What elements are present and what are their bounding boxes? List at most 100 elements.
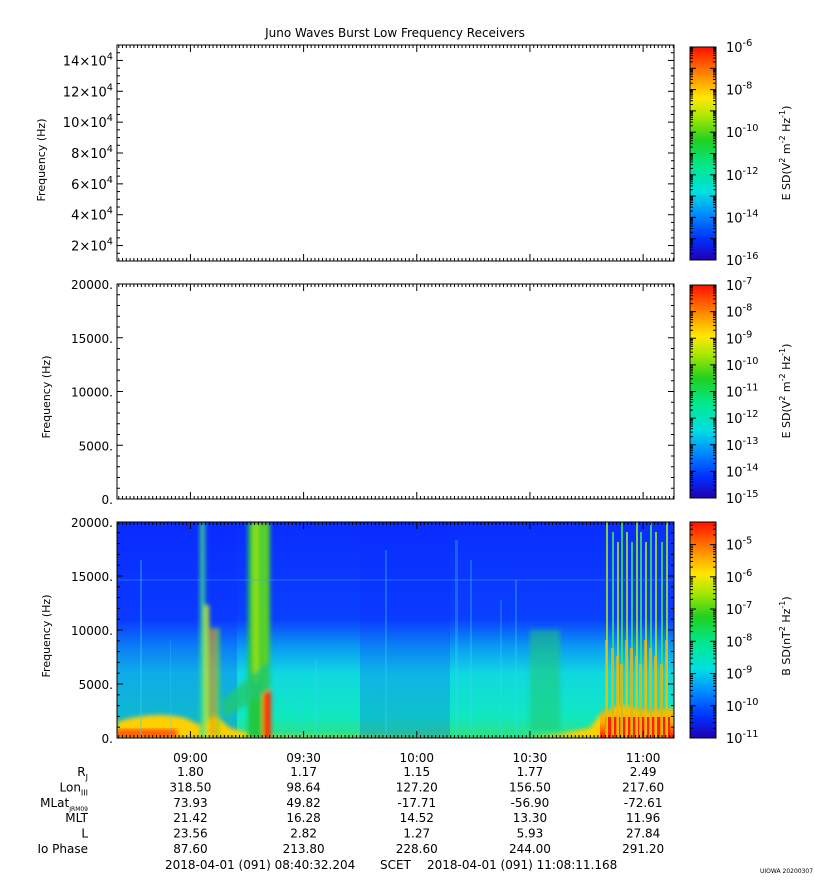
ephemeris-value: 1.77 <box>517 765 544 779</box>
x-tick-label: 11:00 <box>626 751 661 765</box>
spectral-streak <box>515 580 517 738</box>
colorbar-e-low-label: E SD(V2 m-2 Hz-1) <box>778 344 793 439</box>
ephemeris-value: -56.90 <box>511 796 550 810</box>
colorbar-tick-label: 10-16 <box>726 251 758 269</box>
panel-b-field-ylabel: Frequency (Hz) <box>40 595 53 678</box>
colorbar-tick-label: 10-14 <box>726 462 758 480</box>
emission-streak <box>630 648 633 738</box>
y-tick-label: 12×104 <box>63 82 113 100</box>
colorbar-b-field <box>690 522 716 738</box>
colorbar-tick-label: 10-8 <box>726 303 752 321</box>
ephemeris-label: Io Phase <box>37 842 88 856</box>
emission-streak <box>636 522 638 738</box>
emission-streak <box>640 532 642 738</box>
colorbar-tick-label: 10-8 <box>726 81 752 99</box>
panel-e-low-ylabel: Frequency (Hz) <box>40 356 53 439</box>
ephemeris-value: 2.82 <box>290 827 317 841</box>
y-tick-label: 10000. <box>71 624 113 638</box>
colorbar-frame <box>689 521 717 739</box>
footer-start-time: 2018-04-01 (091) 08:40:32.204 <box>165 858 355 872</box>
spectral-streak <box>500 600 502 738</box>
y-tick-label: 4×104 <box>71 206 113 224</box>
y-tick-label: 20000. <box>71 278 113 292</box>
ephemeris-value: 2.49 <box>630 765 657 779</box>
ephemeris-value: 291.20 <box>622 842 664 856</box>
footer-stamp: UIOWA 20200307 <box>760 868 813 875</box>
emission-streak <box>616 656 619 738</box>
emission-streak <box>660 664 663 738</box>
spectrogram-b-field <box>117 522 674 738</box>
ephemeris-value: 1.17 <box>290 765 317 779</box>
emission-streak <box>605 640 608 738</box>
y-tick-label: 0. <box>102 493 113 507</box>
ephemeris-value: 11.96 <box>626 811 660 825</box>
ephemeris-table: RJ 1.80 1.17 1.15 1.77 2.49 LonIII 318.50 98.64 1… <box>37 765 664 856</box>
x-tick-label: 09:00 <box>173 751 208 765</box>
emission-streak <box>611 648 614 738</box>
x-tick-label: 10:00 <box>399 751 434 765</box>
colorbar-e-high-label: E SD(V2 m-2 Hz-1) <box>778 106 793 201</box>
ephemeris-value: 87.60 <box>173 842 207 856</box>
emission-streak <box>612 532 614 738</box>
colorbar-tick-label: 10-10 <box>726 356 758 374</box>
colorbar-tick-label: 10-11 <box>726 729 758 747</box>
colorbar-tick-label: 10-15 <box>726 489 758 507</box>
ephemeris-label: LonIII <box>60 780 89 797</box>
emission-streak <box>665 640 668 738</box>
y-tick-label: 0. <box>102 732 113 746</box>
colorbar-tick-label: 10-10 <box>726 123 758 141</box>
emission-streak <box>655 532 657 738</box>
colorbar-tick-label: 10-7 <box>726 276 752 294</box>
colorbar-tick-label: 10-12 <box>726 409 758 427</box>
ephemeris-value: 23.56 <box>173 827 207 841</box>
colorbar-tick-label: 10-14 <box>726 208 758 226</box>
panel-e-low-frame <box>116 283 675 500</box>
ephemeris-value: 156.50 <box>509 780 551 794</box>
ephemeris-value: 213.80 <box>283 842 325 856</box>
colorbar-b-field-label: B SD(nT2 Hz-1) <box>778 596 793 675</box>
panel-e-high: 2×104 4×104 6×104 8×104 10×104 12×104 14×104 F… <box>35 38 793 269</box>
panel-e-high-ylabel: Frequency (Hz) <box>35 119 48 202</box>
y-tick-label: 2×104 <box>71 237 113 255</box>
colorbar-tick-label: 10-6 <box>726 568 752 586</box>
y-tick-label: 5000. <box>79 678 113 692</box>
spectral-streak <box>470 560 472 738</box>
emission-streak <box>649 648 652 738</box>
panel-e-high-frame <box>116 44 675 262</box>
ephemeris-value: 217.60 <box>622 780 664 794</box>
ephemeris-value: 5.93 <box>517 827 544 841</box>
footer-end-time: 2018-04-01 (091) 11:08:11.168 <box>427 858 617 872</box>
emission-streak <box>639 664 642 738</box>
emission-streak <box>666 522 668 738</box>
footer-scet: SCET <box>380 858 412 872</box>
spectral-streak <box>300 700 301 738</box>
y-tick-label: 5000. <box>79 439 113 453</box>
colorbar-tick-label: 10-13 <box>726 436 758 454</box>
colorbar-tick-label: 10-9 <box>726 329 752 347</box>
ephemeris-value: 13.30 <box>513 811 547 825</box>
ephemeris-value: 1.27 <box>403 827 430 841</box>
ephemeris-label: L <box>81 827 88 841</box>
x-tick-label: 10:30 <box>513 751 548 765</box>
spectral-streak <box>385 550 387 738</box>
ephemeris-value: -72.61 <box>624 796 663 810</box>
emission-streak <box>625 640 628 738</box>
ephemeris-value: 318.50 <box>169 780 211 794</box>
emission-streak <box>626 532 628 738</box>
ephemeris-label: MLT <box>65 811 88 825</box>
y-tick-label: 6×104 <box>71 175 113 193</box>
y-tick-label: 14×104 <box>63 51 113 69</box>
ephemeris-value: 98.64 <box>286 780 320 794</box>
ephemeris-value: 1.15 <box>403 765 430 779</box>
ephemeris-value: 1.80 <box>177 765 204 779</box>
colorbar-tick-label: 10-5 <box>726 536 752 554</box>
x-tick-label: 09:30 <box>286 751 321 765</box>
spectral-streak <box>170 640 171 738</box>
colorbar-tick-label: 10-6 <box>726 38 752 56</box>
colorbar-tick-label: 10-12 <box>726 166 758 184</box>
colorbar-tick-label: 10-10 <box>726 697 758 715</box>
y-tick-label: 10×104 <box>63 113 113 131</box>
ephemeris-label: RJ <box>77 765 88 782</box>
emission-streak <box>661 542 663 738</box>
